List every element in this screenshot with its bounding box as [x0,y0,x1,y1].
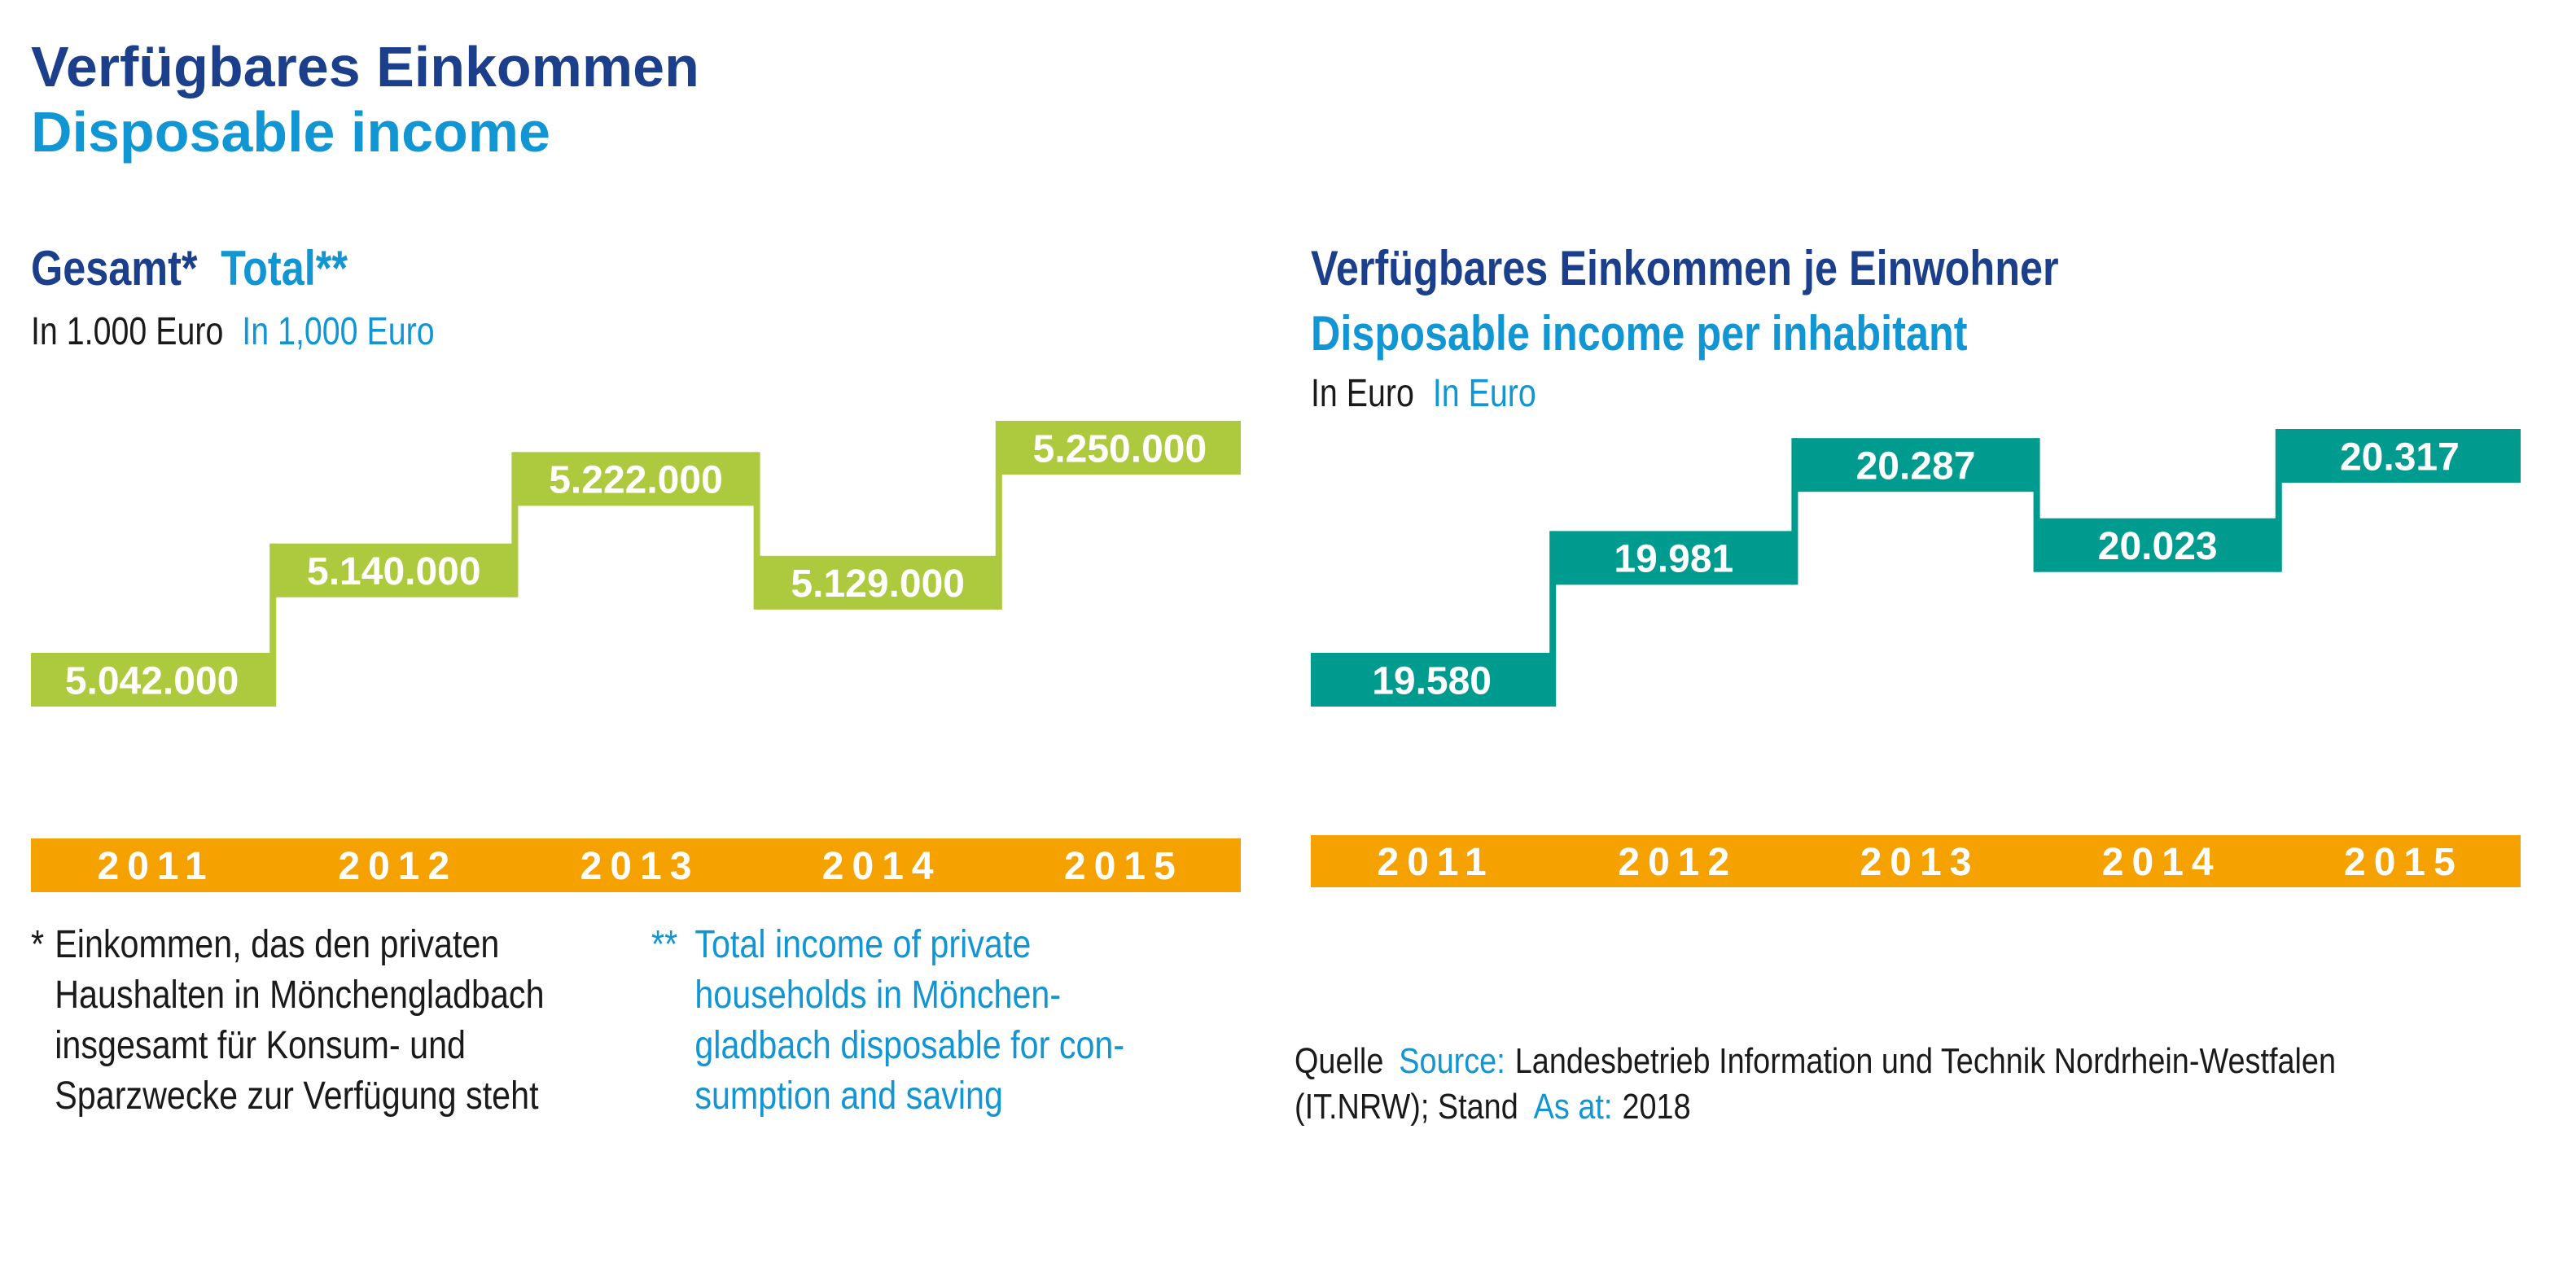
left-value-label-2015: 5.250.000 [1033,427,1207,470]
right-year-label-2013: 2013 [1860,841,1980,884]
left-chart-unit: In 1.000 Euro In 1,000 Euro [31,300,435,365]
right-chart-unit: In Euro In Euro [1311,361,1536,427]
footnote-en-marker: ** [651,923,678,966]
left-step-connector [753,452,760,610]
right-step-connector [1549,531,1557,707]
right-title-de: Verfügbares Einkommen je Einwohner [1311,241,2059,295]
left-step-chart: 5.042.000 5.140.000 5.222.000 5.129.000 5.25… [31,421,1241,707]
left-step-connector [995,421,1002,610]
left-value-label-2011: 5.042.000 [65,659,239,702]
main-title-en: Disposable income [31,100,550,164]
left-step-bar-2014 [756,555,999,610]
left-value-label-2014: 5.129.000 [791,562,965,606]
source-text-line1: Landesbetrieb Information und Technik No… [1514,1041,2337,1081]
footnote-de-line: insgesamt für Konsum- und [55,1024,467,1067]
source-year: 2018 [1622,1087,1691,1127]
right-step-connector [1791,438,1798,585]
right-year-axis-bar [1311,835,2521,887]
right-value-label-2012: 19.981 [1614,538,1733,581]
footnote-en: ** Total income of private households in… [651,920,1124,1122]
right-title-en: Disposable income per inhabitant [1311,306,1968,361]
right-unit-de: In Euro [1311,372,1414,415]
right-step-connector [2033,438,2040,572]
right-step-bar-2015 [2278,429,2521,483]
left-year-label-2011: 2011 [98,845,215,888]
left-title-de: Gesamt* [31,241,198,295]
right-unit-en: In Euro [1432,372,1536,415]
left-year-label-2015: 2015 [1064,845,1184,888]
source-label-de: Quelle [1295,1041,1384,1081]
left-value-label-2013: 5.222.000 [549,459,723,502]
left-step-bar-2015 [998,421,1241,475]
right-year-label-2015: 2015 [2344,841,2464,884]
footnote-en-line: gladbach disposable for con- [694,1024,1125,1067]
left-title-en: Total** [221,241,348,295]
footnote-en-line: sumption and saving [694,1074,1003,1118]
footnote-en-line: households in Mönchen- [694,974,1062,1017]
left-value-label-2012: 5.140.000 [307,550,481,593]
source-text-line2: (IT.NRW); Stand [1295,1087,1518,1127]
footnote-de-line: Haushalten in Mönchengladbach [55,974,545,1017]
left-step-bar-2013 [515,452,757,506]
left-unit-en: In 1,000 Euro [242,310,435,353]
footnote-de-line: Einkommen, das den privaten [55,923,500,966]
right-step-bar-2011 [1311,653,1553,707]
left-step-connector [269,543,277,707]
right-step-chart: 19.580 19.981 20.287 20.023 20.317 [1311,429,2521,707]
left-year-label-2013: 2013 [580,845,700,888]
left-year-label-2012: 2012 [338,845,458,888]
right-value-label-2013: 20.287 [1856,444,1976,488]
source-label-en: Source: [1399,1041,1505,1081]
left-step-connector [511,452,519,597]
right-step-bar-2014 [2036,518,2279,572]
right-year-label-2014: 2014 [2102,841,2222,884]
main-title-de: Verfügbares Einkommen [31,35,699,98]
right-step-bar-2012 [1553,531,1795,585]
right-step-connector [2275,429,2282,572]
footnote-de-marker: * [31,923,45,966]
left-chart-title: Gesamt* Total** [31,236,348,301]
right-step-bar-2013 [1794,438,2037,492]
right-year-label-2011: 2011 [1378,841,1495,884]
right-value-label-2015: 20.317 [2340,435,2460,479]
right-value-label-2011: 19.580 [1372,659,1492,702]
right-value-label-2014: 20.023 [2098,525,2218,568]
footnote-en-line: Total income of private [694,923,1032,966]
left-unit-de: In 1.000 Euro [31,310,224,353]
footnote-de: * Einkommen, das den privaten Haushalten… [31,920,545,1122]
left-year-label-2014: 2014 [822,845,942,888]
left-step-bar-2011 [31,653,274,707]
left-year-axis-bar [31,838,1241,892]
source-asat-en: As at: [1533,1087,1613,1127]
right-year-label-2012: 2012 [1618,841,1737,884]
footnote-de-line: Sparzwecke zur Verfügung steht [55,1074,539,1118]
source-note: Quelle Source: Landesbetrieb Information u… [1295,1039,2336,1130]
left-step-bar-2012 [273,543,515,597]
